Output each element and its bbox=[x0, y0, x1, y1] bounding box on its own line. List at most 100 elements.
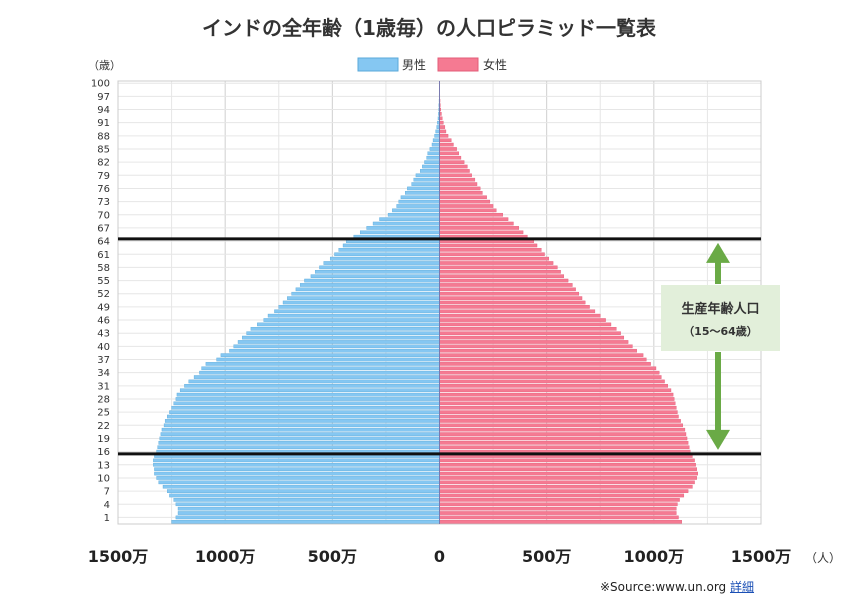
bar-female-age-63 bbox=[439, 243, 538, 248]
bar-male-age-89 bbox=[435, 129, 440, 134]
bar-female-age-67 bbox=[439, 226, 520, 230]
bar-female-age-83 bbox=[439, 155, 462, 160]
y-tick-label: 7 bbox=[104, 487, 110, 498]
y-tick-label: 31 bbox=[97, 381, 110, 392]
y-tick-label: 22 bbox=[97, 421, 110, 432]
bar-male-age-39 bbox=[229, 348, 440, 353]
bar-male-age-60 bbox=[329, 256, 440, 261]
bar-female-age-56 bbox=[439, 274, 565, 278]
bar-male-age-79 bbox=[415, 173, 440, 178]
bar-male-age-30 bbox=[179, 388, 440, 393]
bar-female-age-32 bbox=[439, 379, 665, 384]
bar-female-age-48 bbox=[439, 309, 596, 314]
bar-female-age-49 bbox=[439, 305, 590, 309]
arrow-head-up-icon bbox=[706, 242, 730, 263]
y-tick-label: 43 bbox=[97, 329, 110, 340]
bar-female-age-42 bbox=[439, 335, 625, 340]
bar-female-age-88 bbox=[439, 134, 449, 138]
bar-female-age-18 bbox=[439, 441, 689, 445]
bar-female-age-82 bbox=[439, 160, 465, 164]
arrow-head-down-icon bbox=[706, 429, 730, 450]
bar-female-age-7 bbox=[439, 489, 689, 493]
bar-male-age-7 bbox=[167, 489, 440, 493]
bar-female-age-40 bbox=[439, 344, 633, 349]
y-tick-label: 94 bbox=[97, 105, 110, 116]
x-tick-label: 1500万 bbox=[88, 547, 149, 566]
bar-female-age-87 bbox=[439, 138, 452, 143]
bar-female-age-2 bbox=[439, 511, 677, 515]
bar-male-age-11 bbox=[154, 471, 440, 476]
working-age-range: （15～64歳） bbox=[683, 325, 758, 338]
bar-male-age-69 bbox=[379, 217, 440, 221]
bar-male-age-2 bbox=[177, 511, 440, 515]
bar-male-age-53 bbox=[295, 287, 440, 292]
bar-female-age-43 bbox=[439, 331, 621, 335]
bar-male-age-1 bbox=[175, 515, 440, 520]
bar-female-age-13 bbox=[439, 462, 696, 467]
bar-female-age-9 bbox=[439, 480, 695, 485]
bar-female-age-68 bbox=[439, 221, 514, 226]
bar-female-age-22 bbox=[439, 423, 683, 428]
bar-male-age-40 bbox=[233, 344, 440, 349]
y-tick-label: 19 bbox=[97, 434, 110, 445]
bar-female-age-69 bbox=[439, 217, 509, 221]
y-tick-label: 46 bbox=[97, 316, 110, 327]
bar-male-age-76 bbox=[407, 186, 440, 191]
bar-female-age-86 bbox=[439, 142, 454, 147]
bar-male-age-78 bbox=[413, 177, 440, 182]
bar-female-age-61 bbox=[439, 252, 545, 257]
bar-male-age-25 bbox=[169, 410, 440, 414]
bar-female-age-1 bbox=[439, 515, 679, 520]
bar-female-age-58 bbox=[439, 265, 558, 270]
y-tick-label: 91 bbox=[97, 118, 110, 129]
bar-female-age-26 bbox=[439, 405, 677, 410]
bar-female-age-33 bbox=[439, 375, 662, 379]
bar-male-age-84 bbox=[427, 151, 440, 156]
detail-link[interactable]: 詳細 bbox=[730, 580, 755, 594]
bar-female-age-74 bbox=[439, 195, 487, 200]
bar-male-age-18 bbox=[158, 441, 440, 445]
y-tick-label: 64 bbox=[97, 237, 110, 248]
bar-female-age-62 bbox=[439, 248, 542, 252]
bar-female-age-35 bbox=[439, 366, 657, 371]
bar-female-age-85 bbox=[439, 147, 457, 151]
y-tick-label: 13 bbox=[97, 460, 110, 471]
bar-female-age-89 bbox=[439, 129, 447, 134]
y-tick-label: 70 bbox=[97, 210, 110, 221]
bar-male-age-63 bbox=[342, 243, 440, 248]
bar-male-age-52 bbox=[291, 291, 440, 296]
bar-male-age-80 bbox=[420, 169, 440, 173]
bar-female-age-20 bbox=[439, 432, 687, 436]
legend-swatch-male bbox=[357, 57, 399, 72]
y-tick-label: 1 bbox=[104, 513, 110, 524]
bar-female-age-71 bbox=[439, 208, 497, 213]
bar-female-age-12 bbox=[439, 467, 697, 471]
bar-female-age-29 bbox=[439, 392, 674, 397]
y-tick-label: 97 bbox=[97, 92, 110, 103]
bar-male-age-44 bbox=[250, 327, 440, 331]
bar-male-age-74 bbox=[400, 195, 440, 200]
bar-female-age-72 bbox=[439, 204, 494, 208]
bar-male-age-55 bbox=[304, 278, 440, 283]
bar-male-age-70 bbox=[387, 212, 440, 217]
bar-female-age-91 bbox=[439, 120, 444, 125]
bar-female-age-76 bbox=[439, 186, 481, 191]
bar-female-age-39 bbox=[439, 348, 637, 353]
bar-female-age-55 bbox=[439, 278, 569, 283]
bar-female-age-28 bbox=[439, 397, 675, 401]
y-tick-label: 76 bbox=[97, 184, 110, 195]
bar-female-age-31 bbox=[439, 384, 668, 388]
x-tick-label: 1500万 bbox=[731, 547, 792, 566]
bar-male-age-46 bbox=[263, 318, 440, 322]
working-age-label: 生産年齢人口 bbox=[681, 302, 760, 317]
legend-swatch-female bbox=[437, 57, 479, 72]
bar-male-age-38 bbox=[220, 353, 440, 357]
bar-male-age-37 bbox=[216, 357, 440, 362]
bar-male-age-77 bbox=[411, 182, 440, 186]
bar-male-age-57 bbox=[314, 270, 440, 274]
x-tick-label: 1000万 bbox=[624, 547, 685, 566]
bar-female-age-52 bbox=[439, 291, 580, 296]
x-unit-label: （人） bbox=[805, 551, 841, 565]
bar-female-age-37 bbox=[439, 357, 647, 362]
